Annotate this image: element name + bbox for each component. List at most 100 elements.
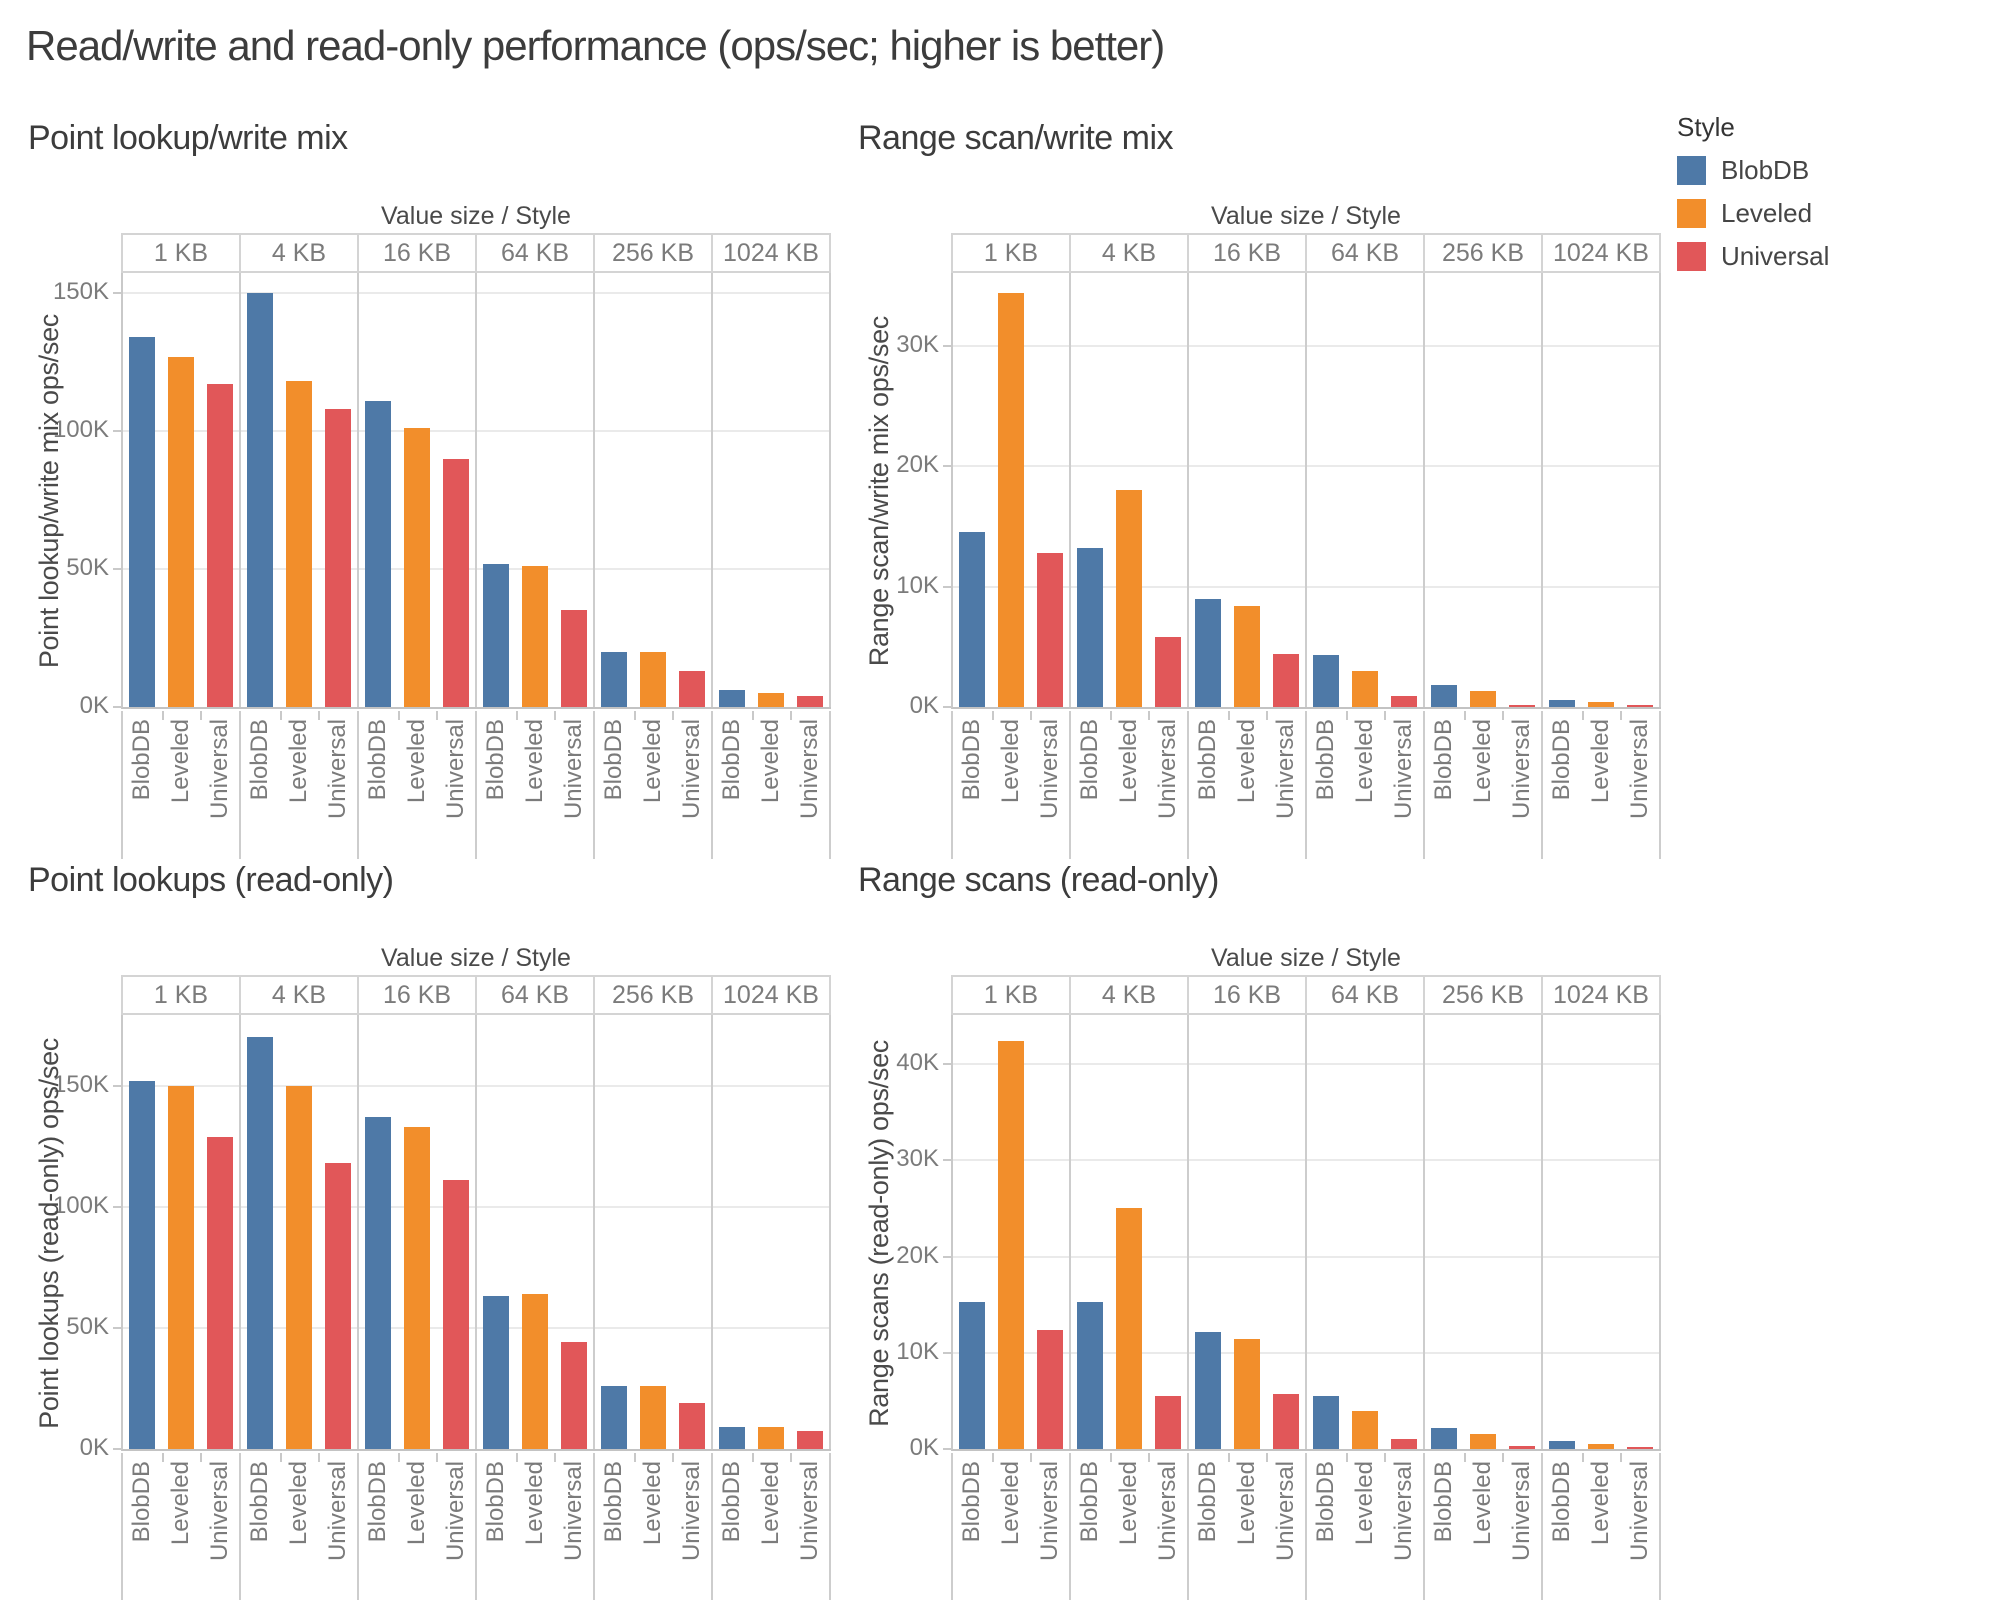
bar-leveled-16-kb[interactable]	[1233, 1339, 1261, 1449]
bar-blobdb-64-kb[interactable]	[483, 564, 510, 707]
x-tick-label-leveled: Leveled	[167, 1461, 194, 1546]
bar-universal-4-kb[interactable]	[324, 409, 351, 707]
bar-blobdb-1-kb[interactable]	[959, 532, 986, 707]
bar-leveled-64-kb[interactable]	[1351, 1411, 1379, 1449]
bar-blobdb-16-kb[interactable]	[365, 1117, 392, 1449]
bar-leveled-1-kb[interactable]	[997, 293, 1025, 707]
bar-blobdb-1-kb[interactable]	[959, 1302, 986, 1449]
bar-blobdb-1024-kb[interactable]	[1549, 700, 1576, 707]
bar-universal-16-kb[interactable]	[442, 459, 469, 707]
bar-blobdb-1024-kb[interactable]	[719, 1427, 746, 1449]
bar-blobdb-256-kb[interactable]	[601, 1386, 628, 1449]
bar-slot	[1110, 273, 1149, 707]
x-label-slot: Leveled	[280, 711, 319, 859]
bar-universal-4-kb[interactable]	[1154, 637, 1181, 707]
bar-blobdb-64-kb[interactable]	[483, 1296, 510, 1449]
x-tick-label-universal: Universal	[1507, 719, 1535, 820]
bar-slot	[200, 1015, 239, 1449]
x-tick-mark	[991, 1453, 994, 1462]
bar-blobdb-16-kb[interactable]	[1195, 1332, 1222, 1449]
x-tick-label-blobdb: BlobDB	[1076, 1461, 1104, 1543]
bar-leveled-16-kb[interactable]	[403, 428, 431, 707]
bar-leveled-1024-kb[interactable]	[1587, 702, 1615, 707]
bar-universal-64-kb[interactable]	[560, 610, 587, 707]
bar-leveled-4-kb[interactable]	[285, 381, 313, 707]
bar-universal-64-kb[interactable]	[560, 1342, 587, 1449]
bar-blobdb-1-kb[interactable]	[129, 1081, 156, 1449]
bar-universal-256-kb[interactable]	[678, 671, 705, 707]
bar-blobdb-1024-kb[interactable]	[719, 690, 746, 707]
bar-leveled-16-kb[interactable]	[1233, 606, 1261, 707]
x-label-slot: Leveled	[280, 1453, 319, 1600]
bar-universal-16-kb[interactable]	[1272, 1394, 1299, 1449]
bar-universal-64-kb[interactable]	[1390, 696, 1417, 707]
bar-blobdb-64-kb[interactable]	[1313, 1396, 1340, 1449]
x-tick-mark	[672, 711, 675, 720]
bar-blobdb-4-kb[interactable]	[1077, 1302, 1104, 1449]
bar-leveled-64-kb[interactable]	[521, 566, 549, 707]
x-tick-mark	[1266, 711, 1269, 720]
bar-leveled-4-kb[interactable]	[1115, 490, 1143, 707]
bar-leveled-1024-kb[interactable]	[1587, 1444, 1615, 1449]
bar-universal-1-kb[interactable]	[1036, 1330, 1063, 1449]
x-label-slot: Leveled	[1582, 1453, 1621, 1600]
bar-blobdb-4-kb[interactable]	[247, 293, 274, 707]
bar-leveled-1024-kb[interactable]	[757, 693, 785, 707]
bar-blobdb-16-kb[interactable]	[365, 401, 392, 707]
column-axis-header: Value size / Style	[381, 944, 571, 972]
x-label-slot: Leveled	[516, 1453, 555, 1600]
bar-universal-1-kb[interactable]	[206, 384, 233, 707]
y-tick-mark	[943, 706, 951, 708]
bar-leveled-256-kb[interactable]	[1469, 691, 1497, 707]
bar-leveled-1-kb[interactable]	[997, 1041, 1025, 1449]
bar-blobdb-256-kb[interactable]	[601, 652, 628, 707]
bar-blobdb-256-kb[interactable]	[1431, 685, 1458, 707]
bar-universal-1024-kb[interactable]	[796, 696, 823, 707]
x-tick-label-universal: Universal	[795, 719, 823, 820]
x-tick-mark	[554, 711, 557, 720]
bar-leveled-4-kb[interactable]	[285, 1086, 313, 1449]
bar-leveled-1024-kb[interactable]	[757, 1427, 785, 1449]
bar-universal-4-kb[interactable]	[324, 1163, 351, 1449]
bar-blobdb-256-kb[interactable]	[1431, 1428, 1458, 1449]
bar-leveled-256-kb[interactable]	[639, 652, 667, 707]
x-tick-mark	[1345, 711, 1348, 720]
bar-slot	[1148, 1015, 1187, 1449]
bar-universal-1024-kb[interactable]	[1626, 1447, 1653, 1449]
bar-leveled-256-kb[interactable]	[1469, 1434, 1497, 1449]
bar-universal-1-kb[interactable]	[206, 1137, 233, 1449]
bar-universal-1-kb[interactable]	[1036, 553, 1063, 707]
x-tick-mark	[397, 1453, 400, 1462]
bar-leveled-1-kb[interactable]	[167, 357, 195, 707]
bar-blobdb-64-kb[interactable]	[1313, 655, 1340, 707]
bar-leveled-1-kb[interactable]	[167, 1086, 195, 1449]
bar-blobdb-16-kb[interactable]	[1195, 599, 1222, 707]
bar-universal-64-kb[interactable]	[1390, 1439, 1417, 1449]
bar-universal-1024-kb[interactable]	[1626, 705, 1653, 707]
bar-blobdb-4-kb[interactable]	[1077, 548, 1104, 707]
x-tick-label-leveled: Leveled	[1351, 719, 1378, 804]
bar-leveled-64-kb[interactable]	[521, 1294, 549, 1449]
bar-leveled-256-kb[interactable]	[639, 1386, 667, 1449]
bar-universal-4-kb[interactable]	[1154, 1396, 1181, 1449]
bar-blobdb-4-kb[interactable]	[247, 1037, 274, 1449]
bar-blobdb-1024-kb[interactable]	[1549, 1441, 1576, 1449]
bar-universal-256-kb[interactable]	[1508, 1446, 1535, 1449]
legend-item-universal[interactable]: Universal	[1677, 241, 1829, 272]
legend-item-blobdb[interactable]: BlobDB	[1677, 155, 1829, 186]
x-label-group-64-kb: BlobDB Leveled Universal	[1307, 711, 1425, 859]
bar-universal-16-kb[interactable]	[1272, 654, 1299, 707]
value-size-header-band: 1 KB 4 KB 16 KB 64 KB 256 KB 1024 KB	[951, 233, 1661, 273]
bar-leveled-64-kb[interactable]	[1351, 671, 1379, 707]
legend-item-leveled[interactable]: Leveled	[1677, 198, 1829, 229]
x-tick-label-blobdb: BlobDB	[958, 1461, 986, 1543]
bar-universal-16-kb[interactable]	[442, 1180, 469, 1449]
bar-leveled-4-kb[interactable]	[1115, 1208, 1143, 1449]
bar-blobdb-1-kb[interactable]	[129, 337, 156, 707]
y-tick-label: 40K	[896, 1049, 939, 1076]
bar-universal-1024-kb[interactable]	[796, 1431, 823, 1449]
bar-universal-256-kb[interactable]	[678, 1403, 705, 1449]
column-header-256-kb: 256 KB	[595, 235, 713, 271]
bar-leveled-16-kb[interactable]	[403, 1127, 431, 1449]
bar-universal-256-kb[interactable]	[1508, 705, 1535, 707]
